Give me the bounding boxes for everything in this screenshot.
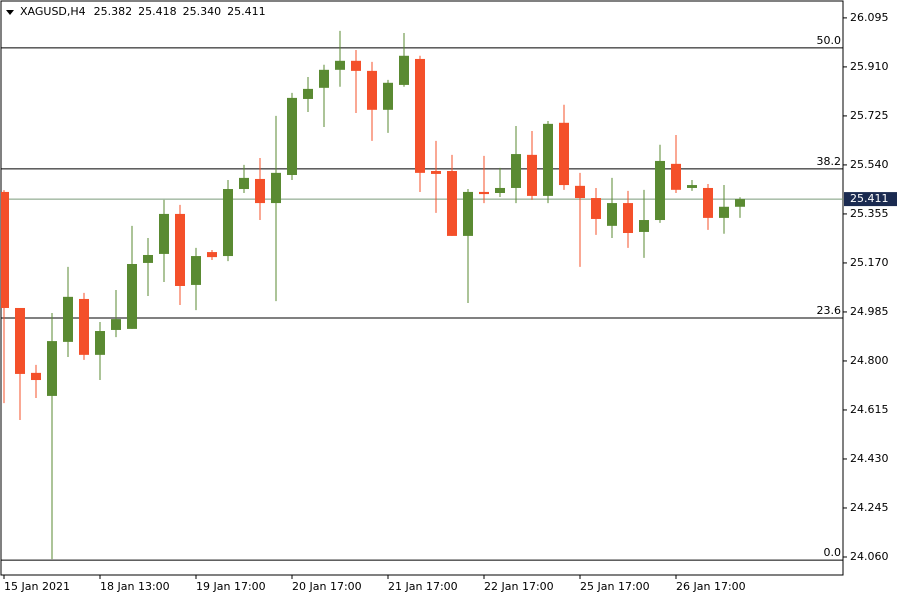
y-tick-label: 24.060: [850, 550, 889, 563]
y-tick-label: 25.910: [850, 60, 889, 73]
candle-body: [703, 187, 713, 218]
y-tick-label: 26.095: [850, 11, 889, 24]
x-tick-label: 19 Jan 17:00: [196, 580, 266, 593]
y-tick-label: 24.245: [850, 501, 889, 514]
fib-level-label: 38.2: [817, 155, 842, 168]
candle-body: [383, 82, 393, 110]
candle-body: [175, 213, 185, 286]
candle-body: [479, 191, 489, 195]
price-tag: 25.411: [850, 192, 889, 205]
candle-body: [367, 70, 377, 110]
candle-body: [127, 263, 137, 329]
candle-body: [351, 60, 361, 71]
x-tick-label: 22 Jan 17:00: [484, 580, 554, 593]
x-tick-label: 21 Jan 17:00: [388, 580, 458, 593]
candle-body: [335, 60, 345, 70]
x-tick-label: 25 Jan 17:00: [580, 580, 650, 593]
candle-body: [639, 220, 649, 232]
candle-body: [655, 160, 665, 221]
candle-body: [287, 97, 297, 175]
candle-body: [671, 163, 681, 190]
candle-body: [31, 372, 41, 381]
fib-level-label: 50.0: [817, 34, 842, 47]
header-value: 25.418: [138, 5, 177, 18]
candle-body: [575, 185, 585, 199]
price-tag-box: [844, 192, 897, 207]
y-tick-label: 24.430: [850, 452, 889, 465]
candle-body: [255, 178, 265, 204]
y-tick-label: 25.725: [850, 109, 889, 122]
symbol: XAGUSD,H4: [20, 5, 86, 18]
candle-body: [511, 154, 521, 188]
candle-body: [47, 341, 57, 396]
candle-body: [527, 154, 537, 196]
header-value: 25.411: [227, 5, 266, 18]
candle-body: [207, 252, 217, 258]
candle-body: [495, 187, 505, 193]
y-tick-label: 24.615: [850, 403, 889, 416]
candle-body: [591, 198, 601, 219]
candle-body: [271, 172, 281, 204]
fib-level-label: 0.0: [824, 546, 842, 559]
header-value: 25.340: [183, 5, 222, 18]
menu-triangle[interactable]: [6, 10, 14, 15]
candle-body: [95, 331, 105, 355]
x-tick-label: 26 Jan 17:00: [676, 580, 746, 593]
candle-body: [239, 177, 249, 190]
x-tick-label: 18 Jan 13:00: [100, 580, 170, 593]
plot: [1, 30, 843, 561]
candle-body: [607, 203, 617, 226]
candle-body: [79, 298, 89, 355]
candle-body: [431, 171, 441, 174]
fib-level-label: 23.6: [817, 304, 842, 317]
candle-body: [543, 123, 553, 196]
candle-body: [223, 189, 233, 257]
y-tick-label: 25.170: [850, 256, 889, 269]
candle-body: [623, 203, 633, 234]
x-tick-label: 15 Jan 2021: [4, 580, 70, 593]
candle-body: [415, 58, 425, 173]
y-tick-label: 25.540: [850, 158, 889, 171]
candle-body: [143, 254, 153, 263]
y-tick-label: 24.985: [850, 305, 889, 318]
candle-body: [63, 296, 73, 342]
candle-body: [111, 319, 121, 330]
candle-body: [719, 206, 729, 218]
candle-body: [191, 256, 201, 285]
candle-body: [303, 88, 313, 99]
candle-body: [399, 55, 409, 85]
candle-body: [463, 191, 473, 236]
x-tick-label: 20 Jan 17:00: [292, 580, 362, 593]
candle-body: [735, 199, 745, 207]
candle-body: [687, 185, 697, 188]
candle-body: [1, 191, 9, 308]
candle-body: [159, 213, 169, 254]
y-tick-label: 24.800: [850, 354, 889, 367]
candle-body: [447, 171, 457, 236]
y-tick-label: 25.355: [850, 207, 889, 220]
candle-body: [319, 69, 329, 88]
candle-body: [15, 307, 25, 374]
header-value: 25.382: [94, 5, 133, 18]
candle-body: [559, 122, 569, 186]
